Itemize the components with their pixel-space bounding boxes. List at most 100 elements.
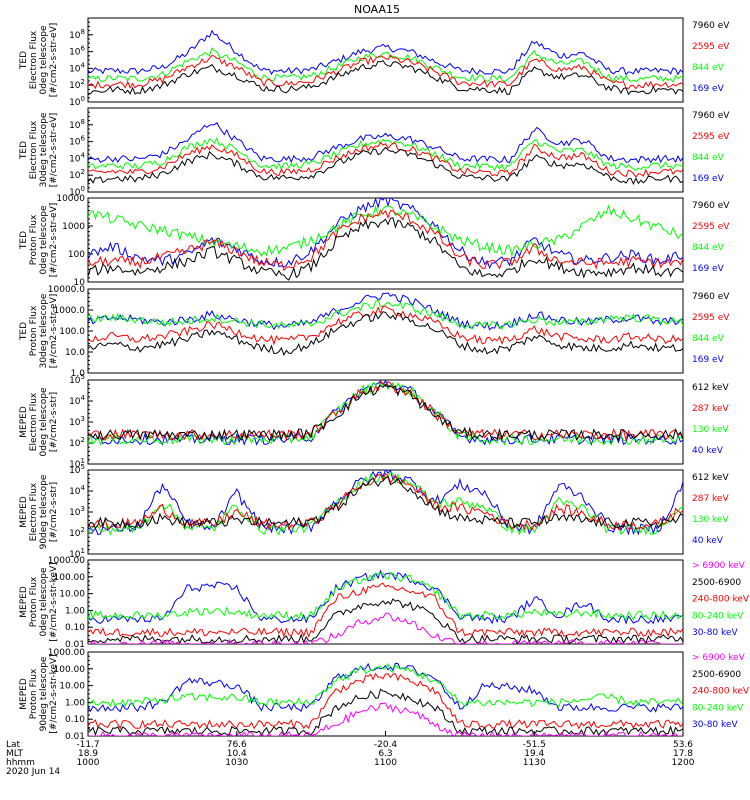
x-tick-label: 53.6 <box>673 740 693 750</box>
y-tick-label: 105 <box>69 373 85 386</box>
series-line <box>88 662 683 708</box>
y-tick-label: 102 <box>69 436 85 449</box>
legend-entry: 2595 eV <box>692 222 730 232</box>
legend-entry: 2500-6900 <box>692 670 741 680</box>
x-tick-label: 1030 <box>225 758 248 768</box>
y-tick-label: 106 <box>69 45 85 58</box>
x-tick-label: -20.4 <box>374 740 398 750</box>
legend-entry: 80-240 keV <box>692 703 744 713</box>
y-tick-label: 100 <box>68 250 85 260</box>
series-line <box>88 612 683 644</box>
y-tick-label: 104 <box>69 151 85 164</box>
panels-group: 100 102 104 106 108 TEDElectron Flux0deg tele… <box>19 17 750 742</box>
y-tick-label: 108 <box>69 118 85 131</box>
legend-entry: 7960 eV <box>692 21 730 31</box>
legend-entry: > 6900 keV <box>692 653 746 663</box>
series-line <box>88 54 683 90</box>
legend-entry: 130 keV <box>692 425 729 435</box>
legend-entry: 2595 eV <box>692 132 730 142</box>
y-tick-label: 100.00 <box>54 573 86 583</box>
x-tick-label: 1130 <box>523 758 546 768</box>
y-tick-label: 0.10 <box>65 623 85 633</box>
legend-entry: > 6900 keV <box>692 561 746 571</box>
panel-8: 0.01 0.10 1.00 10.00 100.00 1000.00MEPEDProto… <box>19 648 750 742</box>
y-tick-label: 100.0 <box>59 327 85 337</box>
legend-entry: 2595 eV <box>692 313 730 323</box>
y-tick-label: 1.00 <box>65 698 85 708</box>
series-line <box>88 204 683 258</box>
series-line <box>88 383 683 442</box>
y-tick-label: 10.0 <box>65 348 85 358</box>
legend-entry: 7960 eV <box>692 201 730 211</box>
y-tick-label: 10.00 <box>59 590 85 600</box>
x-tick-label: 10.4 <box>227 749 247 759</box>
y-tick-label: 102 <box>69 168 85 181</box>
y-tick-label: 10 <box>74 278 86 288</box>
panel-1: 100 102 104 106 108 TEDElectron Flux0deg tele… <box>19 17 730 108</box>
y-tick-label: 100.00 <box>54 665 86 675</box>
series-line <box>88 29 683 76</box>
legend-entry: 30-80 keV <box>692 628 738 638</box>
y-tick-label: 1000.00 <box>48 556 85 566</box>
legend-entry: 169 eV <box>692 355 725 365</box>
y-tick-label: 0.01 <box>65 732 85 742</box>
series-line <box>88 292 683 331</box>
legend-entry: 130 keV <box>692 515 729 525</box>
y-axis-label: TEDElectron Flux0deg telescope[#/cm2-s-s… <box>19 23 59 98</box>
legend-entry: 7960 eV <box>692 292 730 302</box>
y-tick-label: 108 <box>69 28 85 41</box>
y-axis-label: MEPEDElectron Flux0deg telescope[#/cm2-s… <box>19 387 59 457</box>
series-line <box>88 299 683 330</box>
x-axis-row-label: Lat <box>6 740 21 750</box>
legend-entry: 7960 eV <box>692 111 730 121</box>
y-axis-label: TEDProton Flux30deg telescope[#/cm2-s-st… <box>19 293 59 368</box>
y-tick-label: 101 <box>69 547 85 560</box>
legend-entry: 844 eV <box>692 334 725 344</box>
series-line <box>88 688 683 736</box>
y-axis-label: TEDElectron Flux30deg telescope[#/cm2-s-… <box>19 112 59 187</box>
y-tick-label: 104 <box>69 61 85 74</box>
y-tick-label: 10000.0 <box>48 285 85 295</box>
series-line <box>88 702 683 736</box>
series-line <box>88 582 683 638</box>
y-axis-label: MEPEDProton Flux0deg telescope[#/cm2-s-s… <box>19 562 59 641</box>
x-tick-label: 6.3 <box>378 749 392 759</box>
series-line <box>88 472 683 536</box>
x-axis-row-label: MLT <box>6 749 24 759</box>
series-line <box>88 380 683 442</box>
x-tick-label: -11.7 <box>76 740 99 750</box>
panel-2: 100 102 104 106 108 TEDElectron Flux30deg tel… <box>19 107 730 198</box>
x-tick-label: 17.8 <box>673 749 693 759</box>
legend-entry: 169 eV <box>692 264 725 274</box>
panel-5: 101 102 103 104 105 MEPEDElectron Flux0deg te… <box>19 373 729 470</box>
series-line <box>88 146 683 185</box>
x-tick-label: 1200 <box>672 758 695 768</box>
x-tick-label: 18.9 <box>78 749 98 759</box>
y-tick-label: 1.00 <box>65 606 85 616</box>
series-line <box>88 572 683 621</box>
y-tick-label: 105 <box>69 463 85 476</box>
y-tick-label: 103 <box>69 415 85 428</box>
series-line <box>88 672 683 730</box>
series-line <box>88 209 683 272</box>
series-line <box>88 217 683 281</box>
series-line <box>88 59 683 96</box>
legend-entry: 844 eV <box>692 63 725 73</box>
legend-entry: 612 keV <box>692 383 729 393</box>
y-tick-label: 103 <box>69 505 85 518</box>
series-line <box>88 305 683 346</box>
legend-entry: 169 eV <box>692 84 725 94</box>
legend-entry: 240-800 keV <box>692 595 750 605</box>
y-tick-label: 102 <box>69 526 85 539</box>
y-tick-label: 100 <box>69 185 85 198</box>
y-tick-label: 102 <box>69 78 85 91</box>
x-tick-label: 1000 <box>77 758 100 768</box>
series-line <box>88 569 683 625</box>
y-tick-label: 1000.0 <box>54 306 86 316</box>
y-tick-label: 1.0 <box>71 369 86 379</box>
legend-entry: 240-800 keV <box>692 687 750 697</box>
